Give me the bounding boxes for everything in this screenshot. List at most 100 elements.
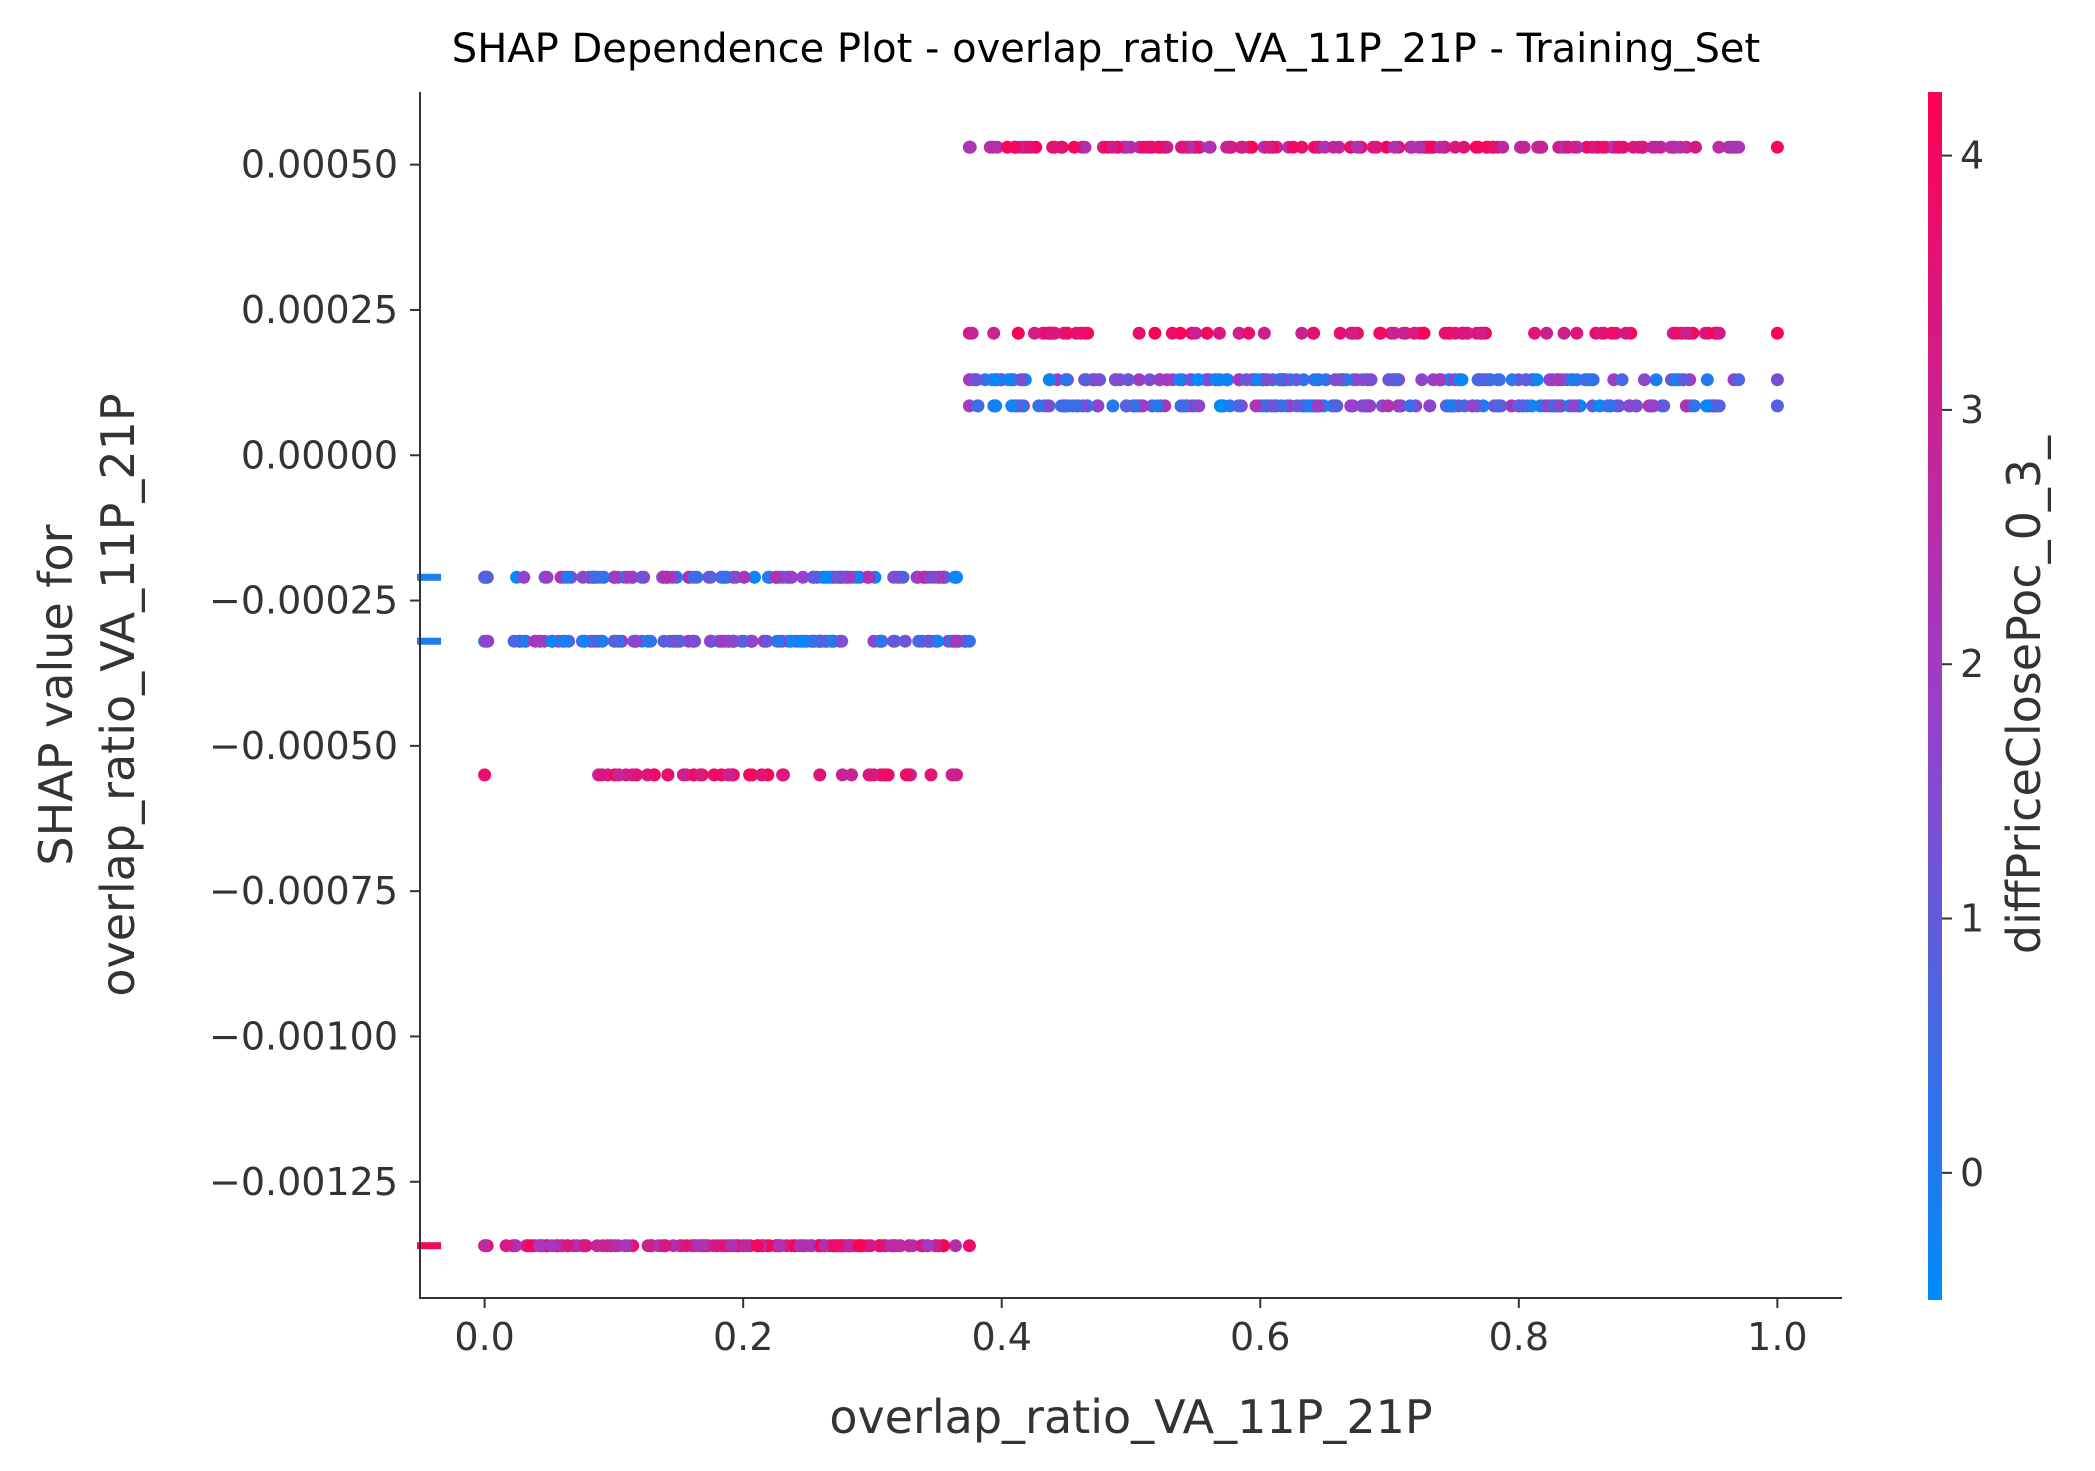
x-tick-label: 1.0	[1747, 1315, 1807, 1359]
data-point	[1071, 399, 1085, 413]
data-point	[1457, 140, 1471, 154]
colorbar	[1928, 92, 1942, 1300]
data-point	[1732, 140, 1746, 154]
y-tick-label: 0.00050	[241, 143, 398, 187]
data-point	[1654, 140, 1668, 154]
data-point	[1014, 373, 1028, 387]
data-point	[1273, 373, 1286, 387]
data-point	[739, 1239, 753, 1253]
data-point	[625, 570, 639, 584]
data-point	[1381, 399, 1395, 413]
data-point	[1262, 140, 1276, 154]
axis-markers	[417, 573, 441, 1250]
data-point	[1552, 399, 1566, 413]
data-point	[963, 140, 977, 154]
x-tick-label: 0.4	[972, 1315, 1032, 1359]
data-point	[1664, 140, 1678, 154]
data-point	[776, 768, 790, 782]
data-point	[1239, 373, 1253, 387]
data-point	[1540, 326, 1554, 340]
data-point	[499, 1239, 513, 1253]
data-point	[962, 1239, 976, 1253]
data-point	[1150, 399, 1164, 413]
data-point	[644, 634, 657, 648]
data-point	[1417, 326, 1431, 340]
data-point	[479, 634, 493, 648]
data-point	[971, 399, 985, 413]
data-point	[1700, 373, 1714, 387]
data-point	[1623, 399, 1637, 413]
data-point	[612, 768, 626, 782]
data-point	[1024, 140, 1038, 154]
data-point	[641, 768, 655, 782]
data-point	[950, 570, 963, 584]
data-point	[1032, 399, 1046, 413]
data-point	[1121, 373, 1135, 387]
data-point	[1059, 373, 1073, 387]
data-point	[862, 570, 876, 584]
data-point	[1443, 326, 1457, 340]
data-point	[595, 634, 609, 648]
data-point	[864, 1239, 878, 1253]
data-point	[608, 634, 622, 648]
x-tick-label: 0.6	[1230, 1315, 1290, 1359]
data-point	[1286, 140, 1300, 154]
data-point	[1455, 373, 1469, 387]
data-point	[1105, 140, 1119, 154]
data-point	[1492, 373, 1506, 387]
axis-marker	[417, 1242, 441, 1250]
data-point	[1192, 399, 1206, 413]
data-point	[608, 570, 621, 584]
data-point	[718, 570, 732, 584]
data-point	[1132, 373, 1146, 387]
x-tick-label: 0.0	[454, 1315, 514, 1359]
data-point	[862, 768, 876, 782]
data-point	[478, 1239, 492, 1253]
colorbar-tick-label: 1	[1960, 897, 1984, 941]
data-point	[1175, 399, 1189, 413]
data-point	[924, 570, 938, 584]
y-tick-label: 0.00025	[241, 288, 398, 332]
data-point	[1312, 373, 1326, 387]
data-point	[1770, 140, 1784, 154]
data-point	[1059, 399, 1073, 413]
data-point	[1350, 373, 1364, 387]
data-point	[1078, 140, 1092, 154]
data-point	[1045, 326, 1059, 340]
data-point	[676, 768, 690, 782]
data-point	[1214, 399, 1228, 413]
data-point	[743, 768, 757, 782]
colorbar-ticks: 0 1 2 3 4	[1942, 134, 1984, 1195]
data-point	[784, 634, 797, 648]
data-point	[827, 1239, 841, 1253]
data-point	[1471, 140, 1485, 154]
colorbar-label: diffPriceClosePoc_0_3_	[1997, 435, 2051, 954]
data-point	[629, 634, 643, 648]
data-point	[921, 634, 935, 648]
data-point	[1232, 399, 1245, 413]
data-point	[842, 570, 856, 584]
data-point	[691, 1239, 705, 1253]
data-point	[1067, 140, 1081, 154]
data-point	[1770, 373, 1784, 387]
data-point	[1328, 373, 1342, 387]
data-point	[970, 373, 984, 387]
data-point	[1676, 373, 1690, 387]
data-point	[1060, 326, 1074, 340]
data-point	[1042, 373, 1056, 387]
data-point	[1649, 373, 1663, 387]
data-point	[1615, 373, 1629, 387]
data-point	[902, 1239, 916, 1253]
data-point	[1712, 326, 1726, 340]
data-point	[576, 570, 590, 584]
data-point	[1551, 373, 1565, 387]
data-point	[877, 768, 891, 782]
data-point	[1596, 140, 1610, 154]
data-point	[1328, 399, 1342, 413]
data-point	[813, 768, 827, 782]
data-point	[924, 768, 938, 782]
data-point	[1712, 399, 1726, 413]
data-point	[1153, 373, 1167, 387]
data-point	[1505, 373, 1519, 387]
y-tick-label: −0.00075	[209, 869, 398, 913]
